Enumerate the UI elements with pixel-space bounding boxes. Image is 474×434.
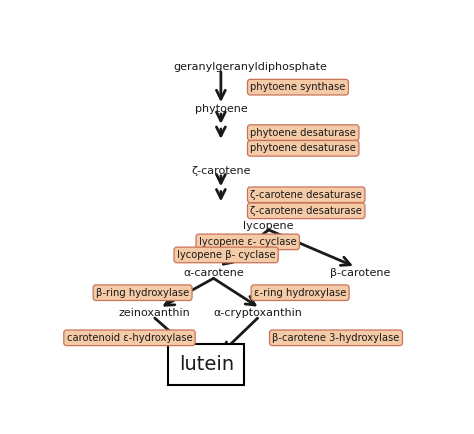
Text: phytoene desaturase: phytoene desaturase: [250, 128, 356, 138]
Text: phytoene synthase: phytoene synthase: [250, 82, 346, 92]
Text: geranylgeranyldiphosphate: geranylgeranyldiphosphate: [173, 62, 327, 72]
Text: ζ-carotene desaturase: ζ-carotene desaturase: [250, 206, 362, 216]
Text: lycopene β- cyclase: lycopene β- cyclase: [177, 250, 275, 260]
Text: ζ-carotene desaturase: ζ-carotene desaturase: [250, 190, 362, 200]
Text: lycopene: lycopene: [243, 221, 294, 231]
Text: α-cryptoxanthin: α-cryptoxanthin: [213, 308, 302, 318]
Text: β-carotene: β-carotene: [330, 268, 391, 278]
Text: ε-ring hydroxylase: ε-ring hydroxylase: [254, 288, 346, 298]
Text: phytoene: phytoene: [194, 104, 247, 114]
Text: α-carotene: α-carotene: [183, 268, 244, 278]
Text: phytoene desaturase: phytoene desaturase: [250, 143, 356, 153]
Text: lutein: lutein: [179, 355, 234, 374]
Text: zeinoxanthin: zeinoxanthin: [119, 308, 191, 318]
Text: carotenoid ε-hydroxylase: carotenoid ε-hydroxylase: [66, 333, 192, 343]
Text: β-ring hydroxylase: β-ring hydroxylase: [96, 288, 189, 298]
Text: lycopene ε- cyclase: lycopene ε- cyclase: [199, 237, 297, 247]
Text: ζ-carotene: ζ-carotene: [191, 166, 251, 176]
Text: β-carotene 3-hydroxylase: β-carotene 3-hydroxylase: [272, 333, 400, 343]
